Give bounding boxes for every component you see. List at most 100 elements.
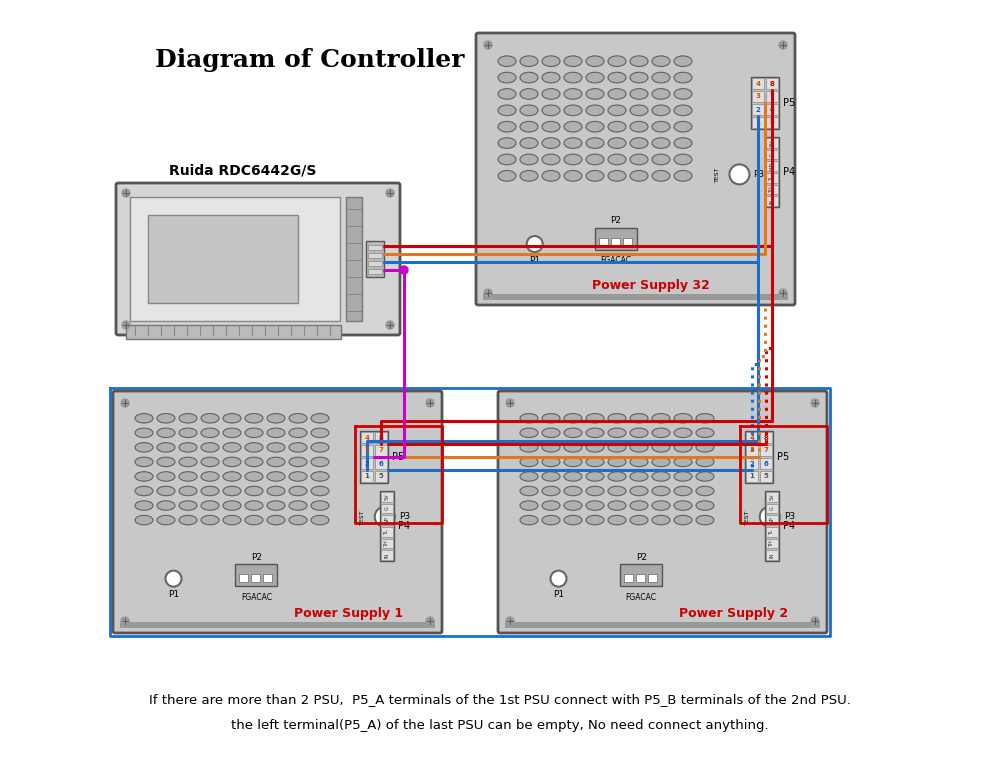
Bar <box>765 491 779 561</box>
Text: P3: P3 <box>399 512 410 522</box>
Ellipse shape <box>542 413 560 423</box>
Ellipse shape <box>630 138 648 148</box>
Ellipse shape <box>652 472 670 481</box>
Ellipse shape <box>564 428 582 438</box>
Ellipse shape <box>586 472 604 481</box>
Bar <box>235 565 277 587</box>
Ellipse shape <box>179 457 197 466</box>
Bar <box>760 458 772 469</box>
Bar <box>361 471 373 482</box>
Ellipse shape <box>520 121 538 132</box>
Bar <box>483 294 788 300</box>
Text: TEST: TEST <box>360 509 365 525</box>
Bar <box>366 241 384 277</box>
Text: Power Supply 32: Power Supply 32 <box>592 279 710 291</box>
Bar <box>251 575 260 582</box>
Text: P4: P4 <box>783 167 795 177</box>
Ellipse shape <box>201 501 219 510</box>
Ellipse shape <box>542 443 560 452</box>
Circle shape <box>811 399 819 407</box>
Bar <box>752 117 764 128</box>
Ellipse shape <box>520 72 538 83</box>
Ellipse shape <box>652 413 670 423</box>
Ellipse shape <box>696 428 714 438</box>
Ellipse shape <box>608 154 626 165</box>
Text: WP: WP <box>384 516 390 524</box>
Circle shape <box>121 399 129 407</box>
Bar <box>368 261 382 266</box>
Text: TL: TL <box>770 175 774 181</box>
Ellipse shape <box>542 428 560 438</box>
Ellipse shape <box>652 457 670 466</box>
Ellipse shape <box>696 501 714 510</box>
Ellipse shape <box>652 89 670 99</box>
Ellipse shape <box>135 516 153 525</box>
Bar <box>746 432 758 443</box>
Ellipse shape <box>608 486 626 496</box>
Text: 3: 3 <box>750 447 754 453</box>
Text: WP: WP <box>770 162 774 170</box>
Ellipse shape <box>311 428 329 438</box>
Ellipse shape <box>630 516 648 525</box>
Text: Power Supply 2: Power Supply 2 <box>679 606 789 619</box>
Ellipse shape <box>564 138 582 148</box>
Ellipse shape <box>245 443 263 452</box>
Bar <box>766 503 778 513</box>
Ellipse shape <box>289 443 307 452</box>
Ellipse shape <box>289 516 307 525</box>
Ellipse shape <box>201 443 219 452</box>
Text: Power Supply 1: Power Supply 1 <box>294 606 404 619</box>
Ellipse shape <box>223 428 241 438</box>
Text: Diagram of Controller: Diagram of Controller <box>155 48 465 72</box>
Ellipse shape <box>652 486 670 496</box>
Ellipse shape <box>520 428 538 438</box>
Ellipse shape <box>542 56 560 67</box>
Ellipse shape <box>674 516 692 525</box>
FancyBboxPatch shape <box>498 391 827 633</box>
Ellipse shape <box>564 457 582 466</box>
Ellipse shape <box>586 443 604 452</box>
Ellipse shape <box>652 501 670 510</box>
Text: TEST: TEST <box>715 167 720 182</box>
Ellipse shape <box>630 443 648 452</box>
Text: 8: 8 <box>770 80 774 86</box>
Ellipse shape <box>289 486 307 496</box>
Ellipse shape <box>696 413 714 423</box>
Ellipse shape <box>608 72 626 83</box>
Circle shape <box>386 189 394 197</box>
Ellipse shape <box>245 472 263 481</box>
Ellipse shape <box>201 457 219 466</box>
Text: 2: 2 <box>756 107 760 113</box>
Ellipse shape <box>498 105 516 116</box>
Ellipse shape <box>498 89 516 99</box>
Ellipse shape <box>201 428 219 438</box>
Ellipse shape <box>311 413 329 423</box>
Ellipse shape <box>608 121 626 132</box>
Bar <box>766 492 778 502</box>
Ellipse shape <box>542 89 560 99</box>
Text: 7: 7 <box>770 94 774 99</box>
Ellipse shape <box>542 501 560 510</box>
Ellipse shape <box>564 72 582 83</box>
Bar <box>766 91 778 102</box>
Ellipse shape <box>564 472 582 481</box>
Ellipse shape <box>608 472 626 481</box>
Ellipse shape <box>135 443 153 452</box>
Text: WP: WP <box>770 516 774 524</box>
Text: 4: 4 <box>750 435 755 441</box>
Bar <box>381 539 393 548</box>
Text: Ruida RDC6442G/S: Ruida RDC6442G/S <box>169 164 317 178</box>
Ellipse shape <box>630 486 648 496</box>
Ellipse shape <box>586 428 604 438</box>
Ellipse shape <box>652 105 670 116</box>
Ellipse shape <box>630 154 648 165</box>
Ellipse shape <box>608 428 626 438</box>
Ellipse shape <box>520 56 538 67</box>
Circle shape <box>527 236 543 252</box>
Ellipse shape <box>245 486 263 496</box>
Ellipse shape <box>586 72 604 83</box>
Ellipse shape <box>267 457 285 466</box>
Bar <box>760 471 772 482</box>
Ellipse shape <box>630 56 648 67</box>
Ellipse shape <box>630 72 648 83</box>
